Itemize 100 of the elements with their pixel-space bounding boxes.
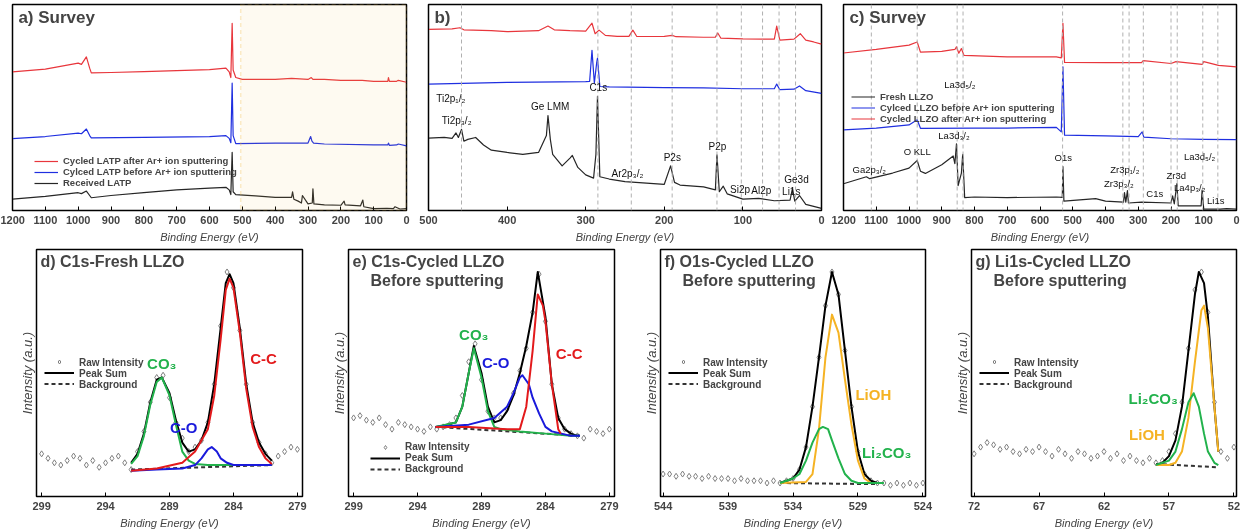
point <box>1023 445 1029 453</box>
x-tick-label: 72 <box>967 499 981 512</box>
point <box>587 425 593 433</box>
chart-title: e) C1s-Cycled LLZO <box>352 253 505 271</box>
point <box>288 443 294 451</box>
x-tick-label: 284 <box>536 499 556 512</box>
point <box>294 445 300 453</box>
x-tick-label: 200 <box>655 213 674 226</box>
point <box>706 472 712 480</box>
x-tick-label: 299 <box>344 499 363 512</box>
point <box>351 414 357 422</box>
annotation: LiOH <box>1129 426 1165 444</box>
legend-label: Peak Sum <box>703 367 751 378</box>
point <box>771 477 777 485</box>
chart-title: b) <box>434 7 451 27</box>
x-tick-label: 300 <box>298 213 318 226</box>
annotation: C-O <box>481 354 510 372</box>
annotation: Ti2p₁/₂ <box>436 92 466 104</box>
point <box>600 430 606 438</box>
x-axis-title: Binding Energy (eV) <box>990 230 1090 243</box>
ref-line-label: Si2p <box>730 184 751 196</box>
annotation: CO₃ <box>147 355 177 373</box>
legend-label: Fresh LLZO <box>880 90 934 102</box>
point <box>1056 445 1062 453</box>
point <box>984 439 990 447</box>
point <box>383 421 389 429</box>
point <box>907 479 913 487</box>
legend-label: Cylced LLZO before Ar+ ion sputtering <box>880 101 1055 113</box>
point <box>686 472 692 480</box>
x-tick-label: 200 <box>1161 213 1181 226</box>
x-tick-label: 700 <box>167 213 186 226</box>
point <box>58 461 64 469</box>
ref-line-label: La3d₅/₂ <box>1183 151 1216 163</box>
point <box>224 268 230 276</box>
point <box>1069 454 1075 462</box>
chart-subtitle: Before sputtering <box>993 272 1127 290</box>
point <box>894 479 900 487</box>
point <box>1231 443 1237 451</box>
point <box>363 416 369 424</box>
legend-label: Raw Intensity <box>405 441 470 452</box>
chart-subtitle: Before sputtering <box>370 272 504 290</box>
point <box>357 412 363 420</box>
point <box>1043 448 1049 456</box>
point <box>1101 448 1107 456</box>
legend-label: Raw Intensity <box>1014 356 1079 367</box>
point <box>395 418 401 426</box>
point <box>1120 457 1126 465</box>
point <box>472 340 478 348</box>
x-tick-label: 1200 <box>0 213 25 226</box>
point <box>77 454 83 462</box>
point <box>693 472 699 480</box>
point <box>408 423 414 431</box>
ref-line-label: Al2p <box>751 184 772 196</box>
x-tick-label: 289 <box>160 499 179 512</box>
point <box>660 470 666 478</box>
annotation: Li₂CO₃ <box>861 444 912 462</box>
x-tick-label: 200 <box>331 213 351 226</box>
x-tick-label: 600 <box>200 213 219 226</box>
ref-line-label: C1s <box>589 82 608 94</box>
chart-title: f) O1s-Cycled LLZO <box>664 253 814 271</box>
point <box>881 479 887 487</box>
ref-line-label: Zr3d <box>1166 169 1187 181</box>
legend-label: Background <box>405 463 464 474</box>
ref-line-label: Ti2p₃/₂ <box>441 115 472 127</box>
annotation: Ge LMM <box>531 101 570 113</box>
y-axis-title: Intensity (a.u.) <box>954 331 970 415</box>
point <box>719 475 725 483</box>
point <box>122 459 128 467</box>
point <box>732 477 738 485</box>
x-tick-label: 279 <box>600 499 619 512</box>
point <box>673 472 679 480</box>
ref-line-label: O KLL <box>903 146 931 158</box>
x-axis-title: Binding Energy (eV) <box>743 516 843 529</box>
point <box>103 459 109 467</box>
point <box>1075 448 1081 456</box>
x-tick-label: 500 <box>1063 213 1082 226</box>
point <box>751 477 757 485</box>
x-tick-label: 1100 <box>33 213 58 226</box>
chart-title: a) Survey <box>18 7 96 27</box>
x-tick-label: 1000 <box>65 213 91 226</box>
point <box>71 452 77 460</box>
y-axis-title: Intensity (a.u.) <box>643 331 659 415</box>
point <box>90 457 96 465</box>
point <box>1004 443 1010 451</box>
point <box>1049 452 1055 460</box>
point <box>115 452 121 460</box>
x-tick-label: 529 <box>848 499 868 512</box>
x-axis-title: Binding Energy (eV) <box>432 516 532 529</box>
x-tick-label: 534 <box>783 499 804 512</box>
point <box>109 454 115 462</box>
x-tick-label: 700 <box>998 213 1017 226</box>
point <box>991 441 997 449</box>
legend-label: Background <box>79 378 138 389</box>
x-tick-label: 52 <box>1227 499 1241 512</box>
point <box>971 450 977 458</box>
x-tick-label: 300 <box>1129 213 1148 226</box>
point <box>1140 459 1146 467</box>
point <box>900 481 906 489</box>
point <box>997 445 1003 453</box>
point <box>415 425 421 433</box>
